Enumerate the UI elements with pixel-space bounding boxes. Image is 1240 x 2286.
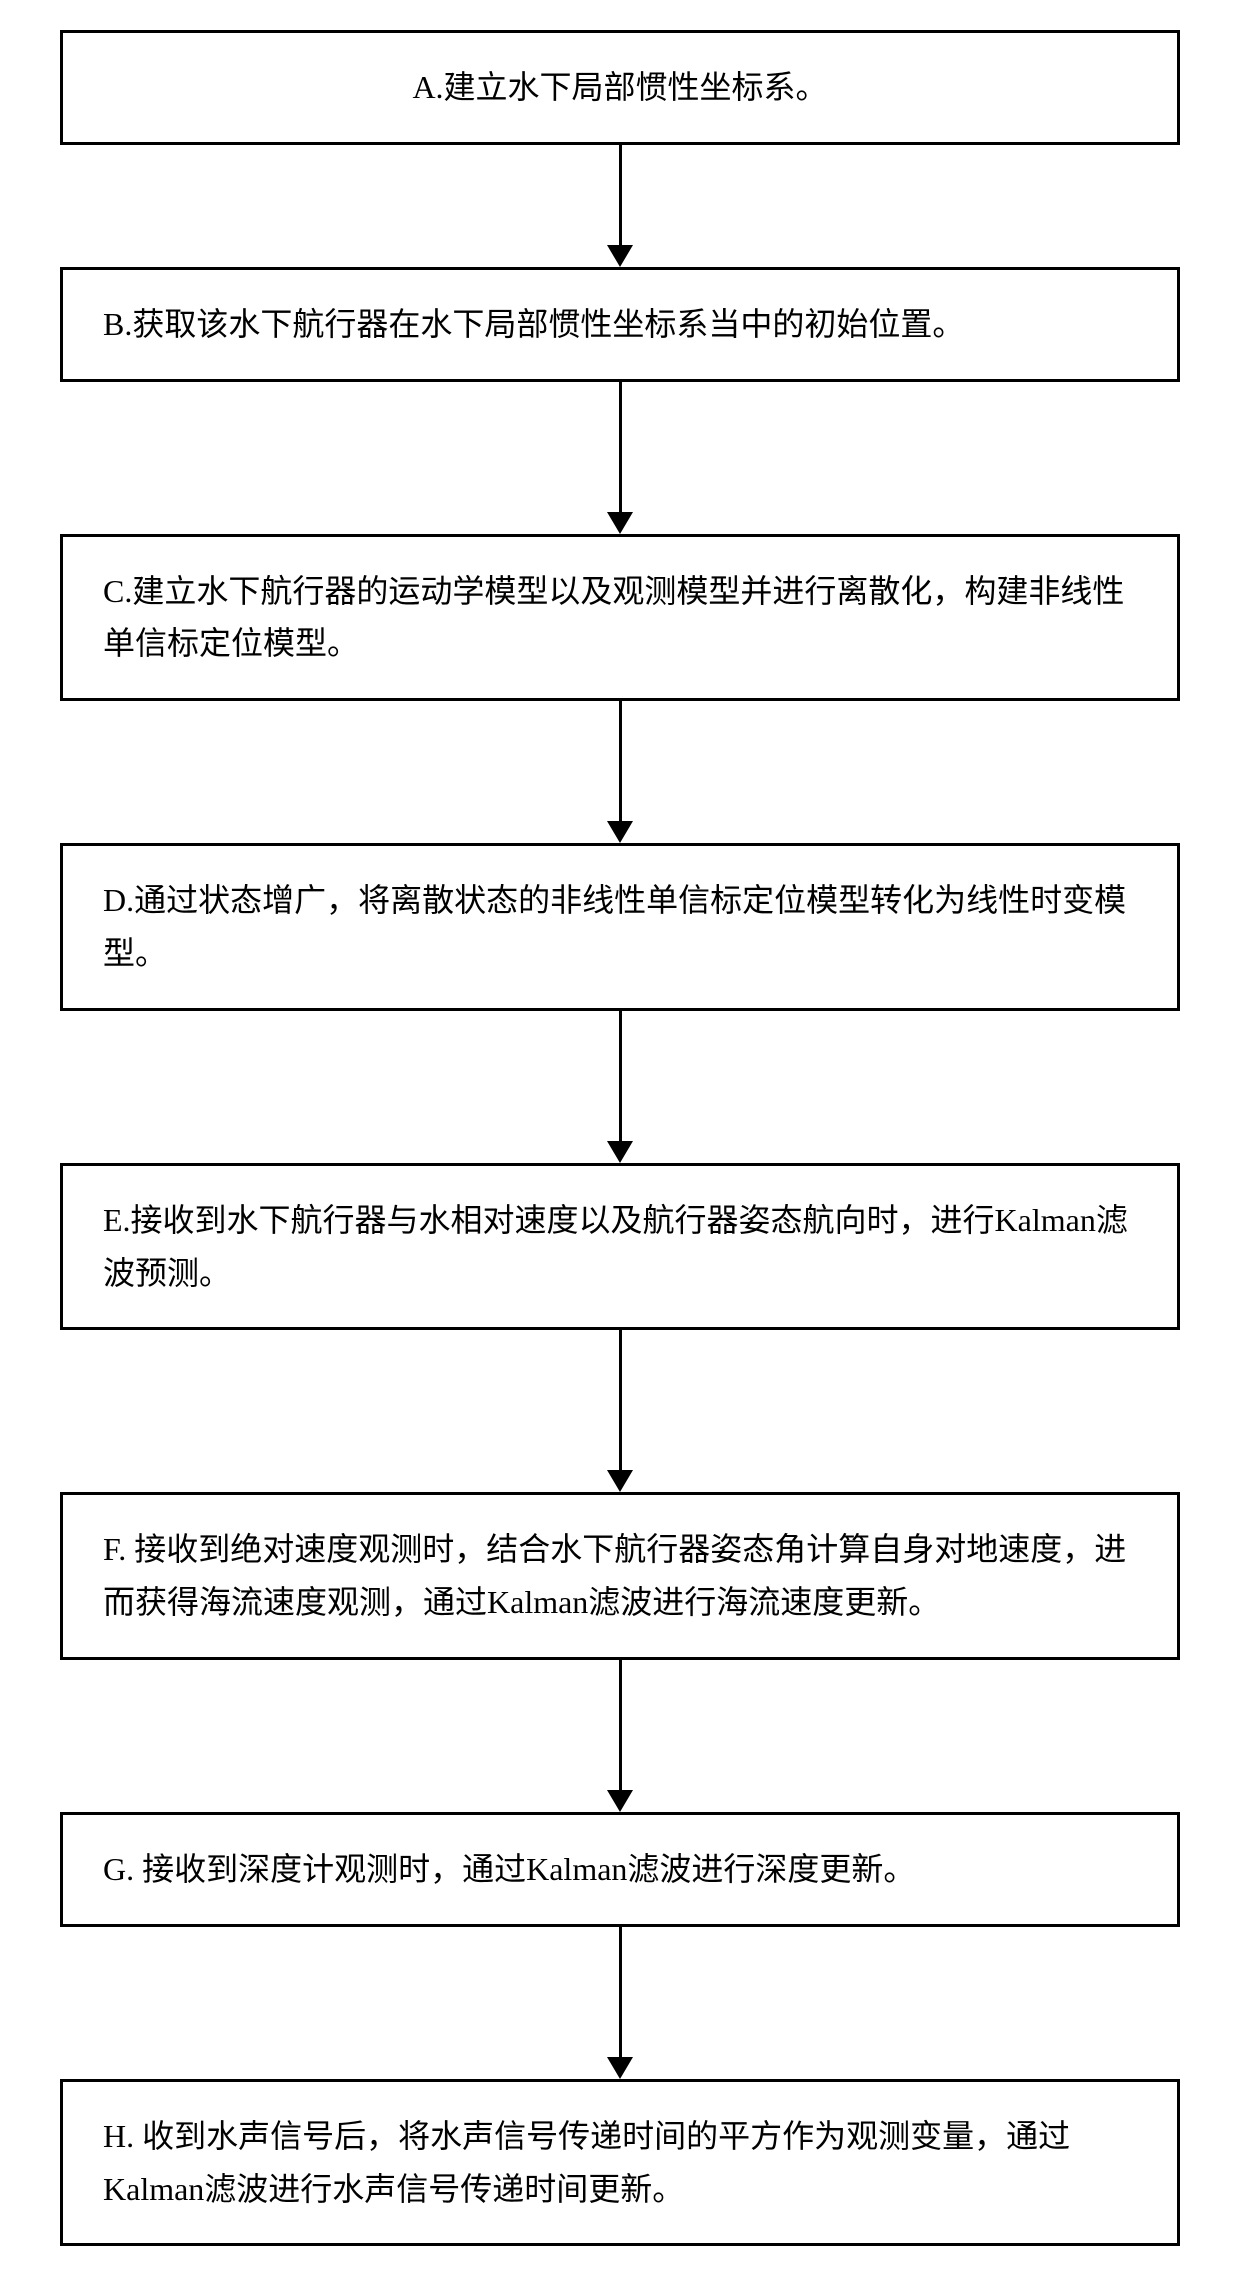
arrow-line <box>619 145 622 245</box>
flow-node-a-text: A.建立水下局部惯性坐标系。 <box>412 69 827 105</box>
arrow-line <box>619 1660 622 1790</box>
flow-node-g: G. 接收到深度计观测时，通过Kalman滤波进行深度更新。 <box>60 1812 1180 1927</box>
flow-node-h: H. 收到水声信号后，将水声信号传递时间的平方作为观测变量，通过Kalman滤波… <box>60 2079 1180 2247</box>
arrow-head-icon <box>607 1790 633 1812</box>
flow-node-e-text: E.接收到水下航行器与水相对速度以及航行器姿态航向时，进行Kalman滤波预测。 <box>103 1202 1128 1291</box>
flow-arrow-e-f <box>607 1330 633 1492</box>
flow-node-f: F. 接收到绝对速度观测时，结合水下航行器姿态角计算自身对地速度，进而获得海流速… <box>60 1492 1180 1660</box>
flow-arrow-c-d <box>607 701 633 843</box>
arrow-head-icon <box>607 512 633 534</box>
flow-node-h-text: H. 收到水声信号后，将水声信号传递时间的平方作为观测变量，通过Kalman滤波… <box>103 2118 1070 2207</box>
flow-node-b: B.获取该水下航行器在水下局部惯性坐标系当中的初始位置。 <box>60 267 1180 382</box>
arrow-line <box>619 701 622 821</box>
flow-node-d-text: D.通过状态增广，将离散状态的非线性单信标定位模型转化为线性时变模型。 <box>103 882 1126 971</box>
arrow-line <box>619 1011 622 1141</box>
arrow-line <box>619 382 622 512</box>
flow-arrow-a-b <box>607 145 633 267</box>
flow-node-d: D.通过状态增广，将离散状态的非线性单信标定位模型转化为线性时变模型。 <box>60 843 1180 1011</box>
flowchart-container: A.建立水下局部惯性坐标系。 B.获取该水下航行器在水下局部惯性坐标系当中的初始… <box>0 0 1240 2286</box>
flow-node-a: A.建立水下局部惯性坐标系。 <box>60 30 1180 145</box>
arrow-head-icon <box>607 821 633 843</box>
arrow-head-icon <box>607 245 633 267</box>
flow-arrow-d-e <box>607 1011 633 1163</box>
flow-arrow-f-g <box>607 1660 633 1812</box>
arrow-line <box>619 1330 622 1470</box>
flow-node-e: E.接收到水下航行器与水相对速度以及航行器姿态航向时，进行Kalman滤波预测。 <box>60 1163 1180 1331</box>
arrow-line <box>619 1927 622 2057</box>
arrow-head-icon <box>607 1470 633 1492</box>
flow-arrow-b-c <box>607 382 633 534</box>
flow-node-f-text: F. 接收到绝对速度观测时，结合水下航行器姿态角计算自身对地速度，进而获得海流速… <box>103 1531 1126 1620</box>
flow-node-b-text: B.获取该水下航行器在水下局部惯性坐标系当中的初始位置。 <box>103 306 964 342</box>
arrow-head-icon <box>607 1141 633 1163</box>
flow-node-g-text: G. 接收到深度计观测时，通过Kalman滤波进行深度更新。 <box>103 1851 915 1887</box>
flow-node-c: C.建立水下航行器的运动学模型以及观测模型并进行离散化，构建非线性单信标定位模型… <box>60 534 1180 702</box>
flow-node-c-text: C.建立水下航行器的运动学模型以及观测模型并进行离散化，构建非线性单信标定位模型… <box>103 573 1124 662</box>
flow-arrow-g-h <box>607 1927 633 2079</box>
arrow-head-icon <box>607 2057 633 2079</box>
